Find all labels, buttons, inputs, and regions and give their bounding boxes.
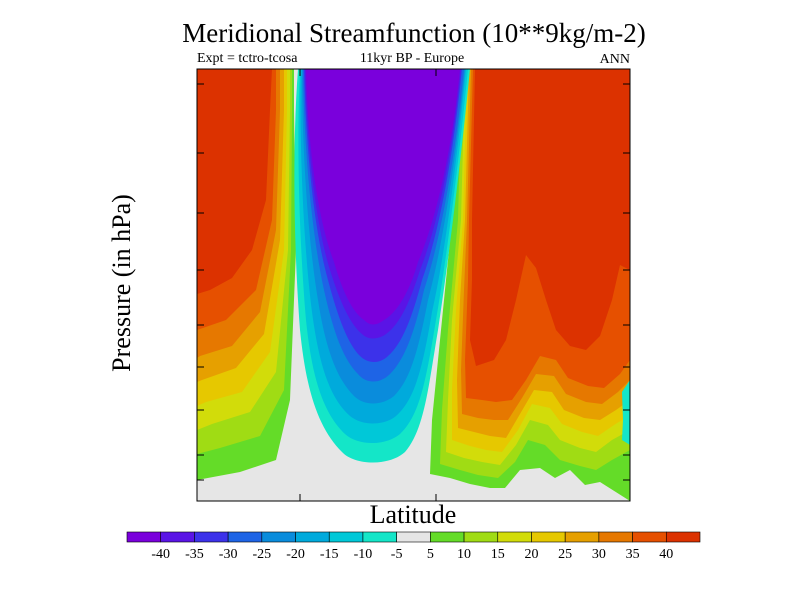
- colorbar-swatch: [126, 531, 162, 543]
- colorbar-swatch: [531, 531, 566, 543]
- colorbar-tick-label: -30: [219, 547, 238, 562]
- colorbar-tick-label: 30: [592, 547, 606, 562]
- colorbar-swatch: [564, 531, 600, 543]
- contour-band-left-40: [197, 69, 272, 294]
- x-axis-label: Latitude: [370, 500, 457, 529]
- colorbar-swatch: [497, 531, 532, 543]
- y-axis-label: Pressure (in hPa): [107, 194, 136, 372]
- colorbar-tick-label: 20: [524, 547, 538, 562]
- colorbar-swatch: [328, 531, 364, 543]
- contour-band-right-edge-neg: [622, 380, 630, 445]
- contour-band-center-neg40: [306, 69, 460, 325]
- x-ticks: [299, 69, 437, 501]
- colorbar-swatch: [598, 531, 633, 543]
- colorbar-tick-label: 15: [491, 547, 505, 562]
- colorbar-swatch: [362, 531, 397, 543]
- colorbar-swatch: [160, 531, 195, 543]
- colorbar-tick-label: -20: [286, 547, 305, 562]
- colorbar-swatch: [463, 531, 499, 543]
- y-ticks-left: [197, 83, 204, 481]
- contour-band-right-40: [470, 69, 630, 366]
- chart-subtitle-right: ANN: [600, 52, 630, 67]
- colorbar-swatch: [295, 531, 330, 543]
- colorbar-swatch: [396, 531, 431, 543]
- colorbar: -40 -35 -30 -25 -20 -15 -10 -5 5 10 15 20 25 30 35 40: [126, 531, 701, 562]
- colorbar-tick-label: 5: [427, 547, 434, 562]
- chart-subtitle-left: Expt = tctro-tcosa: [197, 51, 298, 66]
- colorbar-tick-label: -10: [354, 547, 373, 562]
- colorbar-tick-label: -15: [320, 547, 339, 562]
- colorbar-swatch: [665, 531, 701, 543]
- chart-title: Meridional Streamfunction (10**9kg/m-2): [182, 18, 645, 48]
- plot-frame: [196, 68, 631, 502]
- colorbar-swatch: [261, 531, 296, 543]
- colorbar-tick-label: 35: [626, 547, 640, 562]
- colorbar-swatch: [227, 531, 263, 543]
- colorbar-tick-label: -5: [391, 547, 403, 562]
- colorbar-swatch: [430, 531, 465, 543]
- colorbar-swatch: [194, 531, 229, 543]
- colorbar-tick-label: 40: [659, 547, 673, 562]
- colorbar-tick-label: -40: [151, 547, 170, 562]
- contour-plot: [197, 69, 630, 501]
- colorbar-tick-label: 25: [558, 547, 572, 562]
- colorbar-tick-label: -25: [252, 547, 271, 562]
- colorbar-tick-label: 10: [457, 547, 471, 562]
- colorbar-tick-label: -35: [185, 547, 204, 562]
- chart-subtitle-center: 11kyr BP - Europe: [360, 51, 464, 66]
- y-ticks-right: [623, 83, 630, 481]
- colorbar-swatch: [632, 531, 667, 543]
